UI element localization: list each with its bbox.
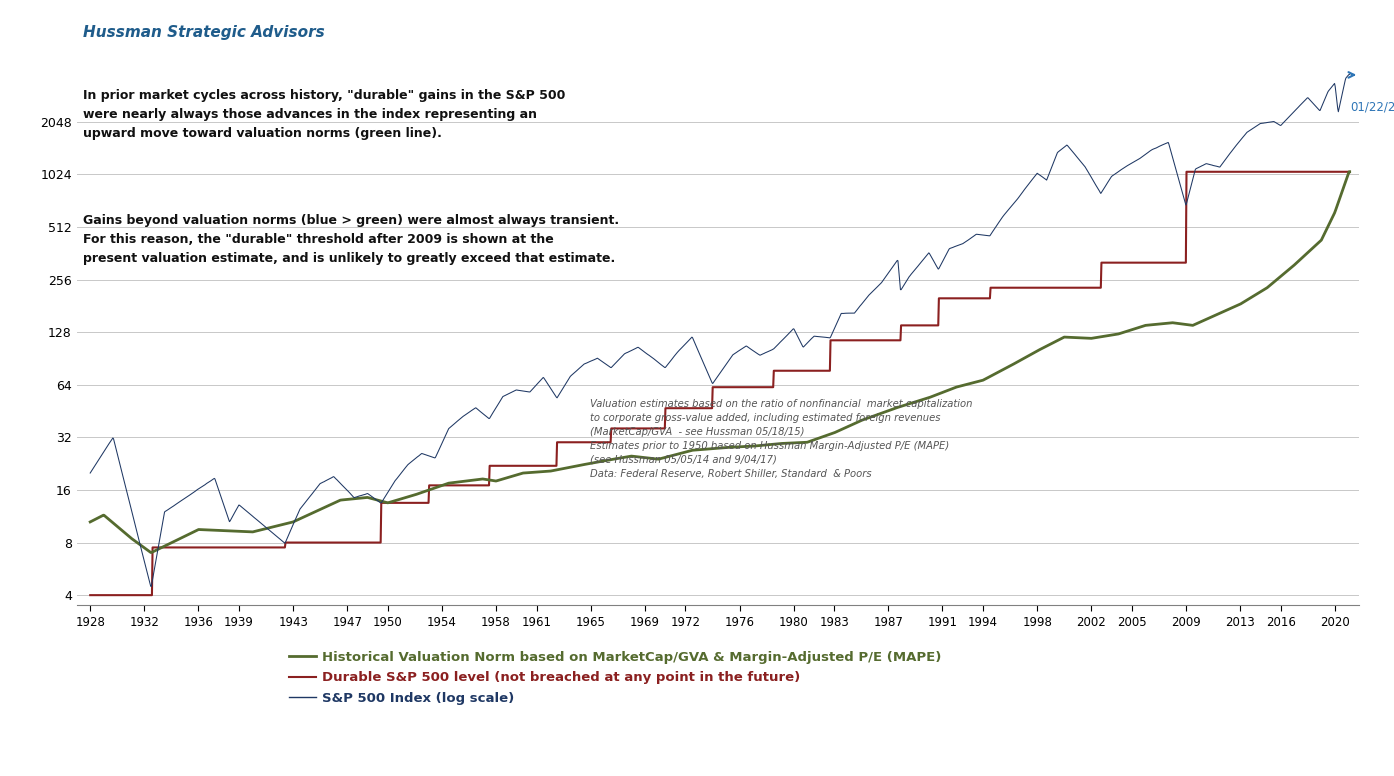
- Text: 01/22/21: 01/22/21: [1351, 101, 1394, 114]
- Text: Valuation estimates based on the ratio of nonfinancial  market capitalization
to: Valuation estimates based on the ratio o…: [590, 399, 972, 479]
- Text: Gains beyond valuation norms (blue > green) were almost always transient.
For th: Gains beyond valuation norms (blue > gre…: [84, 214, 619, 265]
- Legend: Historical Valuation Norm based on MarketCap/GVA & Margin-Adjusted P/E (MAPE), D: Historical Valuation Norm based on Marke…: [289, 651, 941, 705]
- Text: Hussman Strategic Advisors: Hussman Strategic Advisors: [84, 26, 325, 40]
- Text: In prior market cycles across history, "durable" gains in the S&P 500
were nearl: In prior market cycles across history, "…: [84, 89, 566, 140]
